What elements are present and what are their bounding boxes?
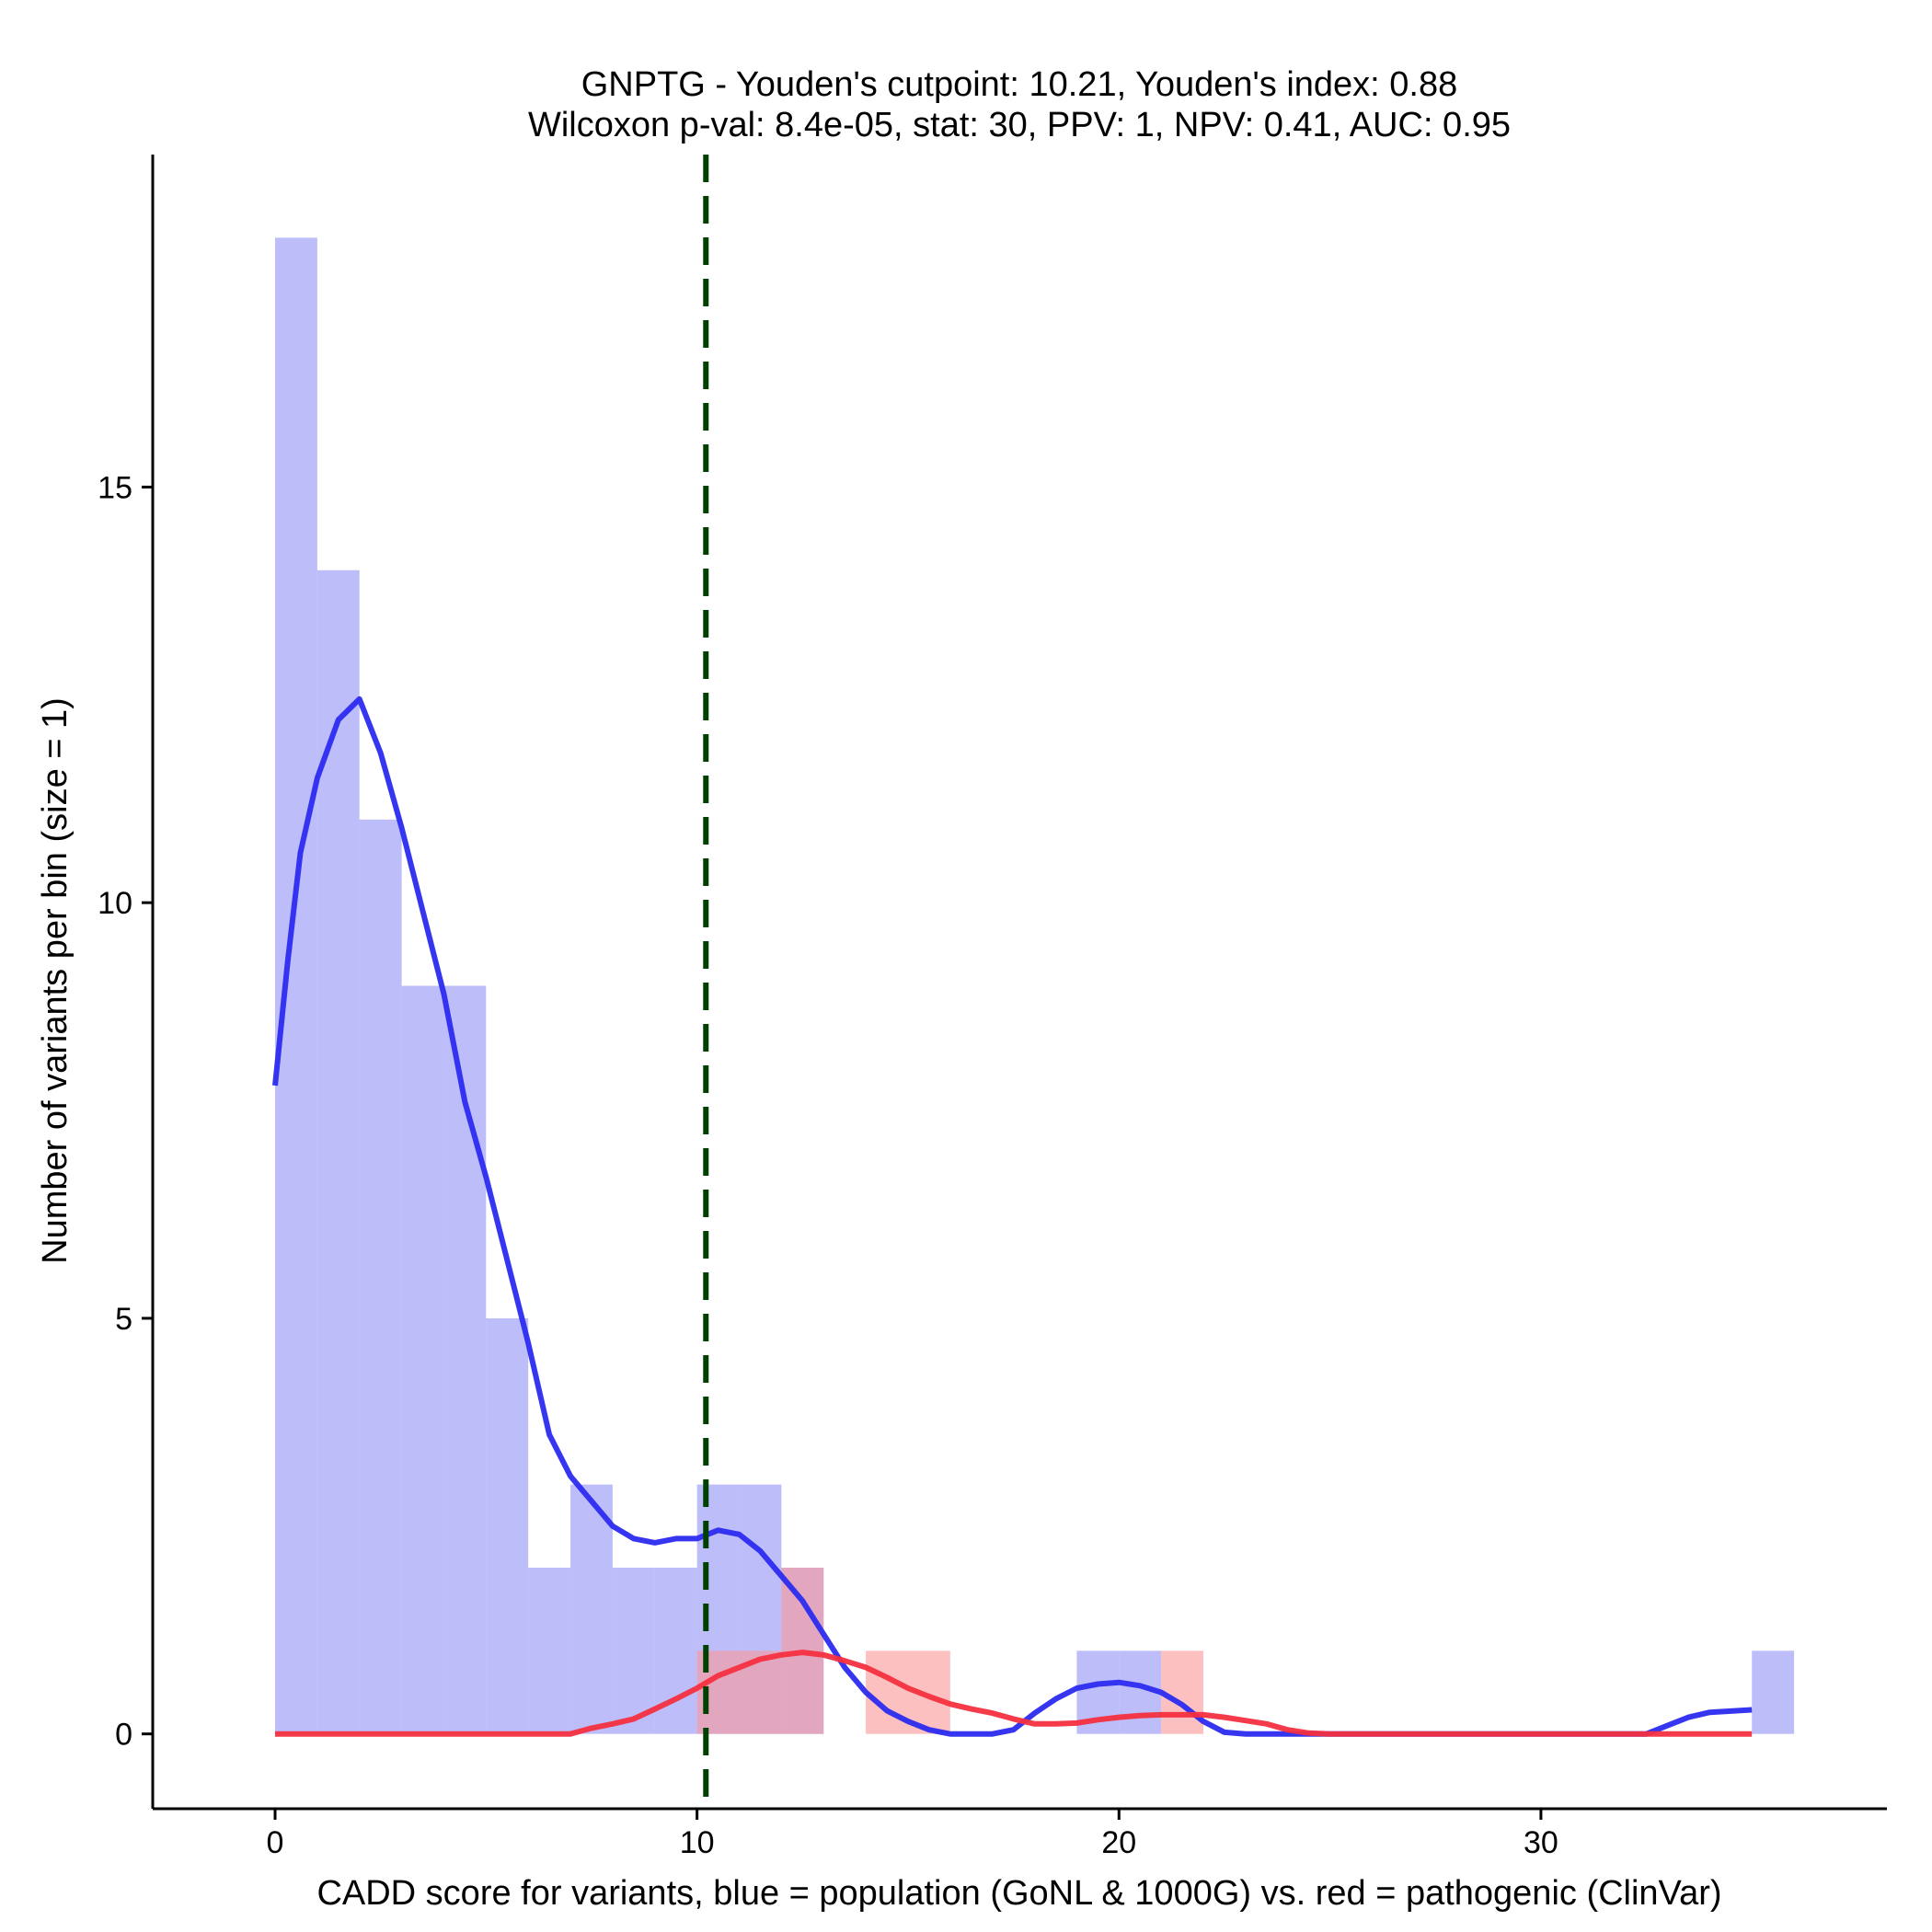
chart-title: GNPTG - Youden's cutpoint: 10.21, Youden… <box>581 65 1458 104</box>
y-tick-label-2: 10 <box>98 886 132 921</box>
axis-ticks: 0 10 20 30 0 5 10 15 <box>98 470 1558 1860</box>
histogram-bars <box>275 237 1795 1734</box>
x-tick-label-0: 0 <box>267 1825 284 1860</box>
population-bar-6 <box>528 1567 571 1734</box>
x-axis-label: CADD score for variants, blue = populati… <box>316 1874 1721 1913</box>
y-tick-label-1: 5 <box>115 1302 132 1337</box>
population-density-curve <box>272 696 1753 1737</box>
axes <box>151 155 1887 1811</box>
chart-subtitle: Wilcoxon p-val: 8.4e-05, stat: 30, PPV: … <box>528 106 1511 144</box>
x-tick-label-3: 30 <box>1524 1825 1558 1860</box>
y-axis-label: Number of variants per bin (size = 1) <box>36 697 75 1264</box>
y-tick-label-0: 0 <box>115 1718 132 1753</box>
x-tick-label-1: 10 <box>680 1825 715 1860</box>
population-bar-1 <box>316 569 360 1734</box>
population-bar-5 <box>486 1317 529 1734</box>
y-tick-label-3: 15 <box>98 470 132 505</box>
density-curves <box>272 696 1753 1737</box>
pathogenic-bar-3 <box>866 1650 908 1734</box>
pathogenic-density-curve <box>275 1650 1753 1737</box>
population-bar-3 <box>401 985 444 1734</box>
population-bar-15 <box>1752 1650 1795 1734</box>
population-bar-2 <box>359 819 402 1734</box>
pathogenic-bar-5 <box>1161 1650 1204 1734</box>
population-bar-8 <box>612 1567 655 1734</box>
population-bar-7 <box>570 1484 613 1734</box>
population-bar-0 <box>275 237 317 1734</box>
x-tick-label-2: 20 <box>1101 1825 1136 1860</box>
